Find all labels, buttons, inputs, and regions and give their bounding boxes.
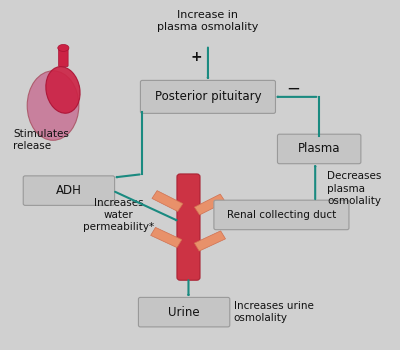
Text: Decreases
plasma
osmolality: Decreases plasma osmolality xyxy=(327,172,382,206)
FancyBboxPatch shape xyxy=(140,80,276,113)
Text: ADH: ADH xyxy=(56,184,82,197)
Polygon shape xyxy=(194,231,226,251)
Ellipse shape xyxy=(27,71,79,140)
Polygon shape xyxy=(194,194,226,215)
FancyBboxPatch shape xyxy=(214,200,349,230)
FancyBboxPatch shape xyxy=(58,48,68,66)
Text: Renal collecting duct: Renal collecting duct xyxy=(227,210,336,220)
FancyBboxPatch shape xyxy=(177,174,200,280)
Text: Increases urine
osmolality: Increases urine osmolality xyxy=(234,301,314,323)
Polygon shape xyxy=(151,228,182,247)
Text: Stimulates
release: Stimulates release xyxy=(13,129,69,152)
Polygon shape xyxy=(152,191,183,211)
Text: Urine: Urine xyxy=(168,306,200,318)
Text: Increases
water
permeability*: Increases water permeability* xyxy=(83,197,154,232)
Text: Posterior pituitary: Posterior pituitary xyxy=(155,90,261,103)
Text: +: + xyxy=(190,50,202,64)
Ellipse shape xyxy=(46,66,80,113)
Text: Increase in
plasma osmolality: Increase in plasma osmolality xyxy=(157,10,259,33)
FancyBboxPatch shape xyxy=(138,298,230,327)
Text: Plasma: Plasma xyxy=(298,142,340,155)
Text: −: − xyxy=(286,79,300,97)
Ellipse shape xyxy=(58,44,69,51)
FancyBboxPatch shape xyxy=(278,134,361,164)
FancyBboxPatch shape xyxy=(23,176,114,205)
